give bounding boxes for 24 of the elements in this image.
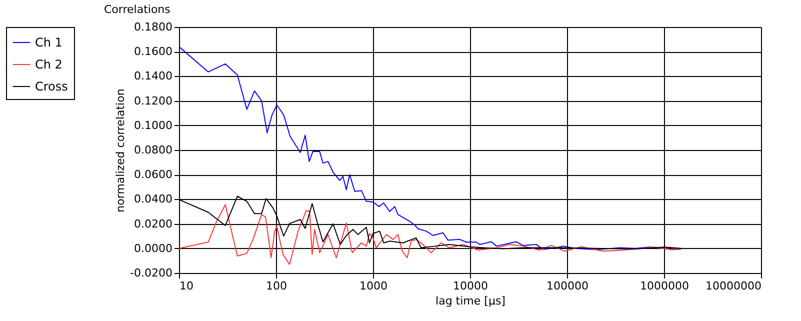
y-tick-label: 0.1200 [134,94,172,108]
legend-label: Cross [35,80,68,94]
y-tick-label: 0.0800 [134,144,172,156]
chart-title: Correlations [104,3,171,16]
x-tick-label: 10 [180,280,194,292]
x-tick-label: 10000000 [706,280,762,292]
y-tick-label: 0.0600 [134,168,172,182]
y-tick-label: 0.1800 [134,20,172,34]
legend-label: Ch 1 [35,36,62,50]
y-tick-label: 0.0200 [134,217,172,230]
x-tick-label: 100000 [546,280,588,292]
y-axis-title: normalized correlation [114,88,128,212]
y-tick-label: 0.1000 [134,118,172,132]
x-axis-title: lag time [µs] [436,294,506,308]
y-tick-label: 0.0000 [134,242,172,255]
legend-label: Ch 2 [35,58,62,72]
x-tick-label: 1000000 [640,280,689,292]
x-tick-label: 100 [266,280,287,292]
y-tick-label: 0.1400 [134,70,172,83]
y-tick-label: 0.1600 [134,45,172,58]
x-tick-label: 1000 [360,280,388,292]
x-tick-label: 10000 [453,280,488,292]
y-tick-label: -0.0200 [130,266,172,280]
y-tick-label: 0.0400 [134,192,172,206]
